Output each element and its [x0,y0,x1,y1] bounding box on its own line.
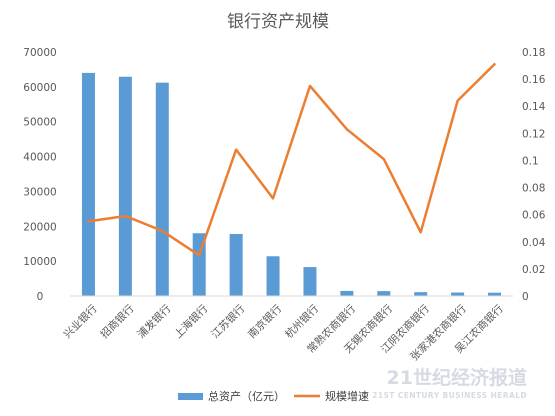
line-series [87,62,496,257]
bar [266,256,280,296]
bar [229,233,243,296]
bar [488,292,502,296]
y-right-tick-label: 0.08 [522,183,545,195]
y-left-tick-label: 20000 [23,221,56,233]
y-right-tick-label: 0.18 [522,47,545,59]
x-tick-label: 南京银行 [245,302,284,341]
bar [451,292,465,296]
bar [81,72,95,297]
chart-title: 银行资产规模 [227,12,329,32]
y-right-axis: 0 0.02 0.04 0.06 0.08 0.1 0.12 0.14 0.16 0.18 [522,47,546,303]
y-right-tick-label: 0.16 [522,74,546,86]
legend-line-label: 规模增速 [325,389,369,403]
x-tick-label: 浦发银行 [135,302,174,341]
x-axis: 兴业银行招商银行浦发银行上海银行江苏银行南京银行杭州银行常熟农商银行无锡农商银行… [61,302,506,364]
y-left-tick-label: 70000 [23,47,56,59]
x-tick-label: 上海银行 [172,302,211,341]
y-left-tick-label: 60000 [23,82,56,94]
y-right-tick-label: 0 [522,291,529,303]
y-left-tick-label: 30000 [23,186,56,198]
bar [303,267,317,296]
y-left-tick-label: 40000 [23,152,56,164]
legend-bar-swatch [178,393,203,400]
bar-series [81,72,502,297]
y-right-tick-label: 0.06 [522,210,546,222]
y-right-tick-label: 0.12 [522,128,545,140]
bar [414,292,428,296]
y-right-tick-label: 0.02 [522,264,545,276]
legend: 总资产（亿元） 规模增速 [178,389,369,403]
x-tick-label: 招商银行 [98,302,137,341]
bar [118,76,132,297]
y-left-axis: 0 10000 20000 30000 40000 50000 60000 70000 [23,47,56,303]
y-right-tick-label: 0.04 [522,237,546,249]
x-tick-label: 江苏银行 [208,302,247,341]
watermark-sub: 21ST CENTURY BUSINESS HERALD [372,391,527,400]
growth-line [87,62,496,257]
y-left-tick-label: 0 [37,291,44,303]
x-tick-label: 杭州银行 [282,302,321,341]
y-right-tick-label: 0.14 [522,101,546,113]
y-left-tick-label: 10000 [23,256,56,268]
y-right-tick-label: 0.1 [522,155,539,167]
watermark-main: 21世纪经济报道 [387,366,527,389]
bar [155,82,169,296]
legend-bar-label: 总资产（亿元） [208,389,285,403]
bar [377,291,391,296]
bar [340,290,354,296]
x-tick-label: 兴业银行 [61,302,100,341]
y-left-tick-label: 50000 [23,117,56,129]
watermark: 21世纪经济报道 21ST CENTURY BUSINESS HERALD [372,366,527,400]
